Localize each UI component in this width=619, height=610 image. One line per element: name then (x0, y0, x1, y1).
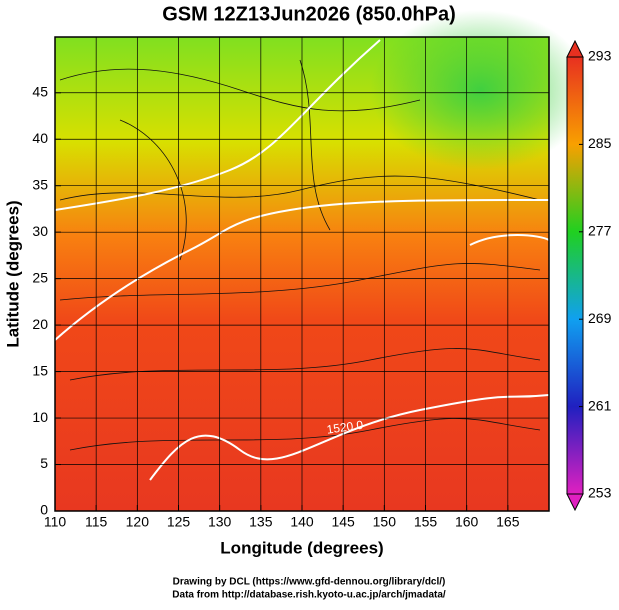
x-tick-label: 130 (208, 514, 232, 530)
x-tick-label: 125 (167, 514, 191, 530)
x-tick-label: 160 (455, 514, 479, 530)
y-tick-label: 5 (40, 455, 48, 471)
footer-text: Data from http://database.rish.kyoto-u.a… (172, 590, 446, 601)
colorbar-arrow-bottom (566, 493, 584, 512)
x-tick-label: 165 (496, 514, 520, 530)
y-tick-label: 40 (32, 130, 48, 146)
y-tick-label: 30 (32, 223, 48, 239)
y-tick-label: 25 (32, 269, 48, 285)
colorbar-tick-label: 261 (588, 397, 612, 413)
colorbar-tick-label: 277 (588, 223, 612, 239)
y-axis-label: Latitude (degrees) (3, 200, 22, 347)
field-cool-area (370, 10, 590, 170)
x-tick-label: 155 (414, 514, 438, 530)
y-tick-label: 20 (32, 316, 48, 332)
x-tick-label: 150 (373, 514, 397, 530)
contour-label: 1520.0 (326, 418, 365, 437)
colorbar (566, 56, 584, 495)
x-tick-label: 120 (126, 514, 150, 530)
chart-title: GSM 12Z13Jun2026 (850.0hPa) (162, 3, 455, 25)
y-tick-label: 15 (32, 362, 48, 378)
contours (54, 39, 550, 481)
footer-text: Drawing by DCL (https://www.gfd-dennou.o… (173, 577, 446, 588)
x-tick-label: 115 (85, 514, 108, 530)
x-axis-label: Longitude (degrees) (220, 538, 383, 557)
y-tick-label: 45 (32, 83, 48, 99)
colorbar-arrow-top (566, 39, 584, 58)
y-tick-label: 35 (32, 176, 48, 192)
y-tick-label: 0 (40, 502, 48, 518)
y-tick-label: 10 (32, 409, 48, 425)
x-tick-label: 140 (290, 514, 314, 530)
colorbar-tick-label: 285 (588, 135, 612, 151)
x-tick-label: 145 (331, 514, 355, 530)
colorbar-tick-label: 253 (588, 485, 612, 501)
colorbar-tick-label: 269 (588, 310, 612, 326)
colorbar-tick-label: 293 (588, 48, 612, 64)
x-tick-label: 135 (249, 514, 273, 530)
x-tick-label: 110 (44, 514, 67, 530)
